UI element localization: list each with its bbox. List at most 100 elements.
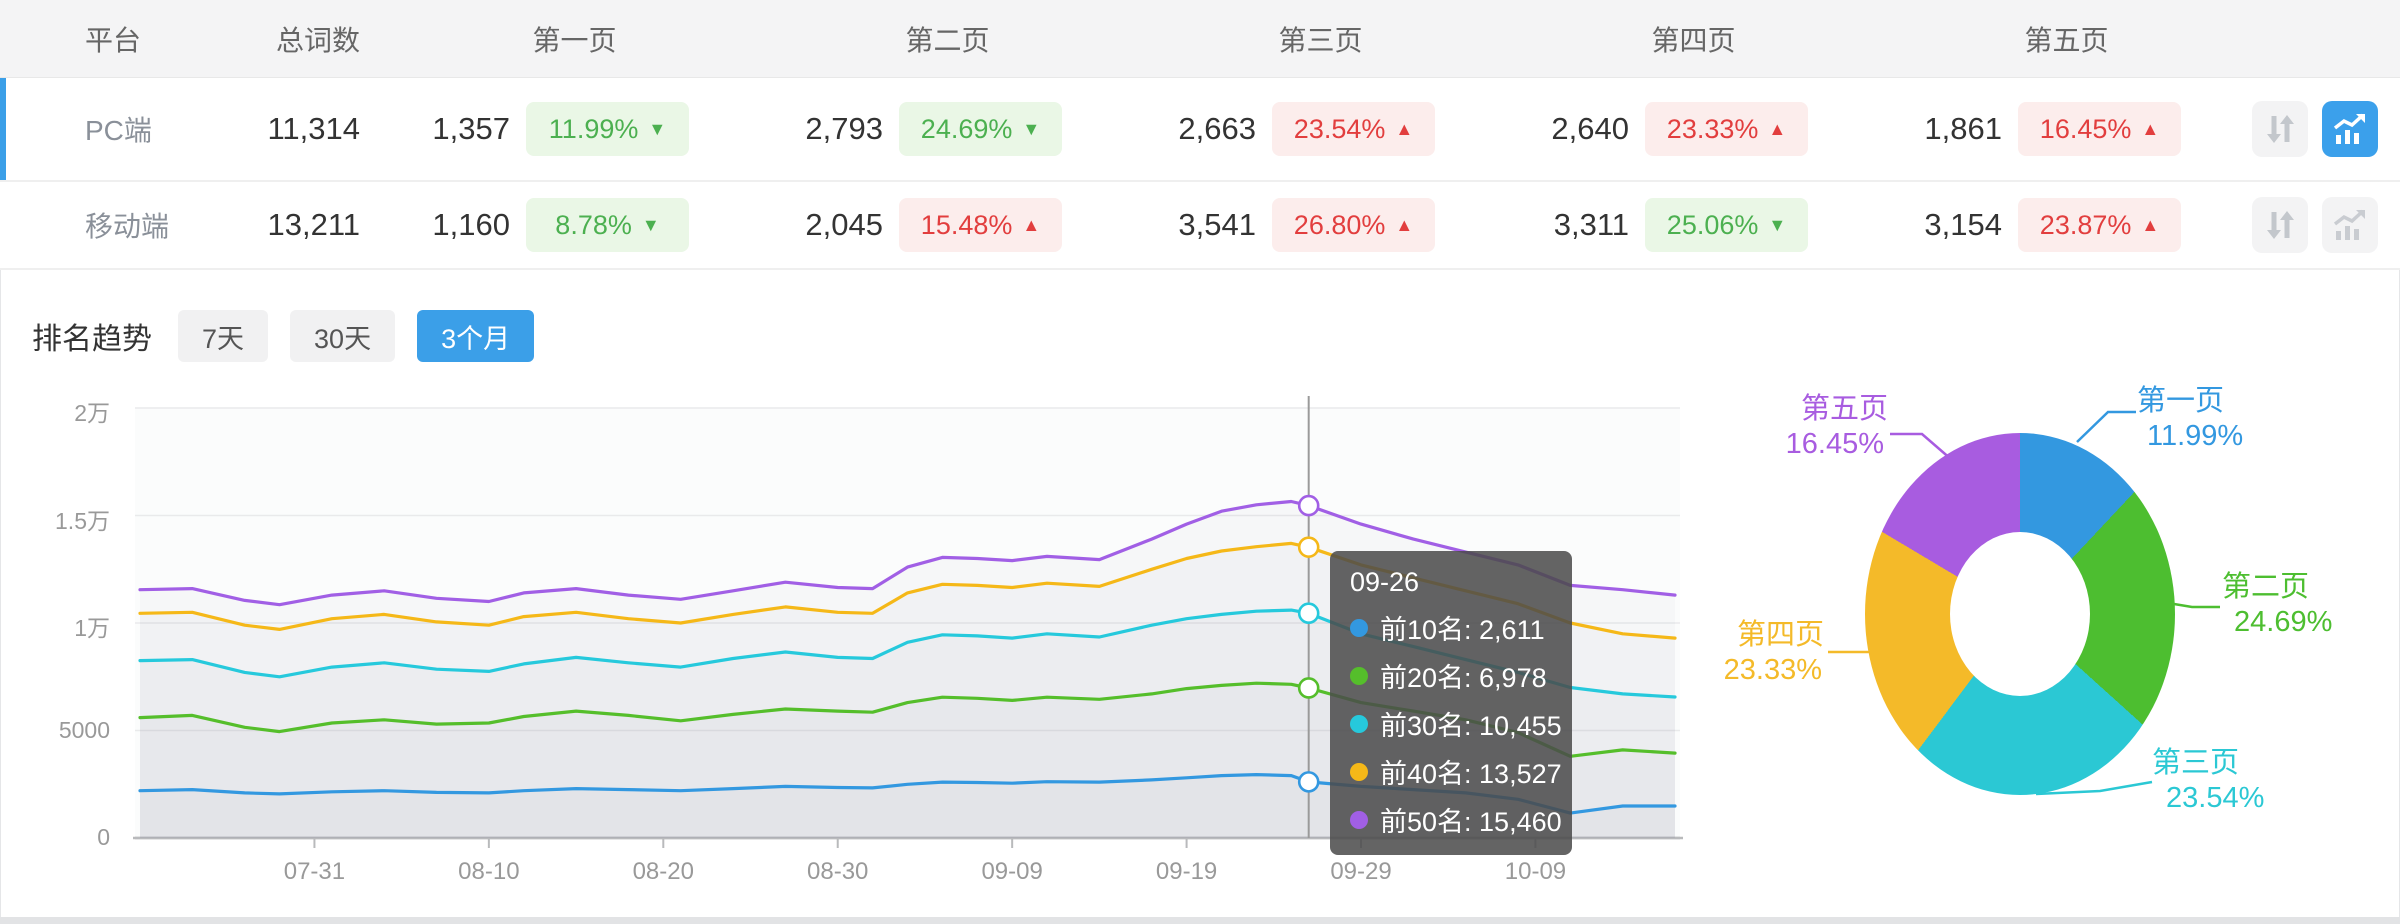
donut-label-page1: 第一页 11.99%	[2137, 384, 2243, 454]
page-count-value: 3,541	[1178, 207, 1256, 242]
x-axis-label: 09-19	[1155, 858, 1218, 885]
column-header-total: 总词数	[275, 24, 360, 56]
page-count-value: 2,640	[1551, 111, 1629, 146]
change-percent: 16.45%	[2039, 113, 2132, 144]
change-badge: 23.87% ▲	[2018, 198, 2181, 252]
column-header-platform: 平台	[85, 24, 142, 56]
page-count-value: 1,357	[432, 111, 510, 146]
change-badge: 23.33% ▲	[1645, 102, 1808, 156]
x-axis-label: 09-29	[1330, 858, 1392, 885]
page-count-value: 2,045	[805, 207, 883, 242]
tooltip-series-value: 前30名: 10,455	[1380, 711, 1562, 741]
arrow-up-icon: ▲	[2141, 215, 2160, 235]
x-axis-label: 08-10	[458, 858, 520, 885]
trend-section-header: 排名趋势 7天 30天 3个月	[32, 310, 535, 362]
x-axis-label: 10-09	[1504, 858, 1567, 885]
page-bottom-edge	[0, 917, 2400, 924]
change-percent: 23.54%	[1293, 113, 1386, 144]
donut-slice-name: 第四页	[1736, 619, 1824, 651]
rank-table: 平台 总词数 第一页 第二页 第三页 第四页 第五页 PC端 11,314 1,35…	[0, 0, 2400, 270]
row-actions	[2225, 101, 2400, 157]
page-distribution-chart: 第一页 11.99% 第二页 24.69% 第三页 23.54% 第四页 23.33% 第五页 1…	[1700, 380, 2400, 880]
trend-range-tab-7天[interactable]: 7天	[178, 310, 269, 362]
arrow-up-icon: ▲	[2141, 119, 2160, 139]
column-header-page4: 第四页	[1651, 24, 1736, 56]
platform-label: 移动端	[85, 211, 170, 242]
arrow-up-icon: ▲	[1768, 119, 1787, 139]
trend-chart-button[interactable]	[2322, 101, 2378, 157]
tooltip-series-value: 前40名: 13,527	[1380, 759, 1562, 789]
donut-chart[interactable]	[1865, 433, 2175, 795]
x-axis-label: 09-09	[981, 858, 1043, 885]
change-badge: 11.99% ▼	[526, 102, 689, 156]
arrow-up-icon: ▲	[1022, 215, 1041, 235]
tooltip-series-value: 前50名: 15,460	[1380, 807, 1562, 837]
trend-range-tab-3个月[interactable]: 3个月	[417, 310, 535, 362]
tooltip-row: 前20名: 6,978	[1350, 656, 1552, 695]
change-badge: 16.45% ▲	[2018, 102, 2181, 156]
donut-slice-name: 第二页	[2222, 571, 2310, 603]
y-axis-label: 1万	[74, 615, 110, 641]
chart-tooltip: 09-26 前10名: 2,611 前20名: 6,978 前30名: 10,455…	[1330, 551, 1572, 855]
sort-button[interactable]	[2252, 197, 2308, 253]
arrow-down-icon: ▼	[1768, 215, 1787, 235]
rank-table-header: 平台 总词数 第一页 第二页 第三页 第四页 第五页	[0, 0, 2400, 78]
y-axis-label: 5000	[58, 716, 110, 743]
y-axis-label: 1.5万	[55, 507, 110, 534]
tooltip-row: 前30名: 10,455	[1350, 704, 1562, 743]
arrow-up-icon: ▲	[1395, 215, 1414, 235]
trend-section-title: 排名趋势	[32, 323, 152, 356]
page4-cell: 2,640 23.33% ▲	[1479, 102, 1852, 156]
tooltip-row: 前10名: 2,611	[1350, 608, 1552, 647]
page-count-value: 2,663	[1178, 111, 1256, 146]
page-count-value: 3,311	[1553, 207, 1629, 242]
donut-slice-percent: 23.33%	[1723, 654, 1822, 686]
column-header-page5: 第五页	[2024, 24, 2109, 56]
page5-cell: 1,861 16.45% ▲	[1852, 102, 2225, 156]
page1-cell: 1,357 11.99% ▼	[360, 102, 733, 156]
arrow-up-icon: ▲	[1395, 119, 1414, 139]
change-badge: 24.69% ▼	[899, 102, 1062, 156]
page1-cell: 1,160 8.78% ▼	[360, 198, 733, 252]
donut-label-page4: 第四页 23.33%	[1708, 618, 1824, 688]
trend-chart-button[interactable]	[2322, 197, 2378, 253]
page3-cell: 3,541 26.80% ▲	[1106, 198, 1479, 252]
change-badge: 25.06% ▼	[1645, 198, 1808, 252]
change-badge: 15.48% ▲	[899, 198, 1062, 252]
donut-label-page2: 第二页 24.69%	[2222, 570, 2332, 640]
change-percent: 24.69%	[920, 113, 1013, 144]
change-percent: 23.87%	[2039, 209, 2132, 240]
page-count-value: 3,154	[1924, 207, 2002, 242]
column-header-page2: 第二页	[905, 24, 990, 56]
tooltip-row: 前50名: 15,460	[1350, 800, 1562, 839]
page5-cell: 3,154 23.87% ▲	[1852, 198, 2225, 252]
line-chart-plot[interactable]	[125, 390, 1685, 860]
change-badge: 8.78% ▼	[526, 198, 689, 252]
platform-label: PC端	[85, 115, 152, 146]
series-dot-icon	[1350, 762, 1368, 781]
donut-slice-percent: 24.69%	[2234, 606, 2333, 638]
arrow-down-icon: ▼	[641, 215, 660, 235]
donut-label-page3: 第三页 23.54%	[2152, 746, 2264, 816]
x-axis-label: 08-30	[807, 858, 869, 885]
series-dot-icon	[1350, 714, 1368, 733]
donut-slice-name: 第三页	[2152, 747, 2240, 779]
change-percent: 11.99%	[548, 113, 639, 144]
row-actions	[2225, 197, 2400, 253]
table-row-pc[interactable]: PC端 11,314 1,357 11.99% ▼ 2,793 24.69% ▼ 2,663 23…	[0, 78, 2400, 182]
y-axis-label: 2万	[74, 400, 110, 426]
tooltip-date: 09-26	[1350, 567, 1420, 597]
change-badge: 26.80% ▲	[1272, 198, 1435, 252]
donut-slice-percent: 16.45%	[1785, 428, 1884, 460]
tooltip-series-value: 前10名: 2,611	[1380, 615, 1545, 645]
sort-button[interactable]	[2252, 101, 2308, 157]
trend-range-tab-30天[interactable]: 30天	[290, 310, 396, 362]
page2-cell: 2,793 24.69% ▼	[733, 102, 1106, 156]
change-percent: 15.48%	[920, 209, 1013, 240]
column-header-page1: 第一页	[532, 24, 617, 56]
table-row-mobile[interactable]: 移动端 13,211 1,160 8.78% ▼ 2,045 15.48% ▲ 3,541 26.…	[0, 182, 2400, 270]
tooltip-series-value: 前20名: 6,978	[1380, 663, 1547, 693]
total-words-value: 11,314	[267, 111, 360, 146]
arrow-down-icon: ▼	[1022, 119, 1041, 139]
